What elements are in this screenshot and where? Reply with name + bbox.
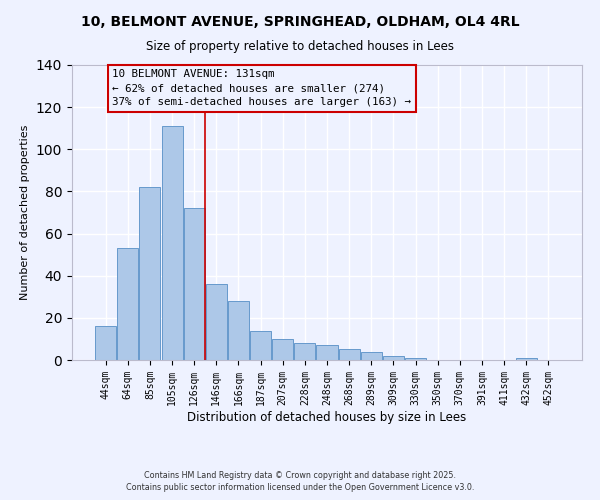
Bar	[206, 284, 227, 360]
Bar	[118, 248, 139, 360]
Bar	[316, 345, 338, 360]
Text: Size of property relative to detached houses in Lees: Size of property relative to detached ho…	[146, 40, 454, 53]
Bar	[361, 352, 382, 360]
Bar	[184, 208, 205, 360]
Bar	[228, 301, 249, 360]
Bar	[272, 339, 293, 360]
Text: Contains HM Land Registry data © Crown copyright and database right 2025.
Contai: Contains HM Land Registry data © Crown c…	[126, 471, 474, 492]
Text: 10 BELMONT AVENUE: 131sqm
← 62% of detached houses are smaller (274)
37% of semi: 10 BELMONT AVENUE: 131sqm ← 62% of detac…	[112, 69, 412, 107]
Bar	[338, 350, 359, 360]
X-axis label: Distribution of detached houses by size in Lees: Distribution of detached houses by size …	[187, 410, 467, 424]
Bar	[139, 187, 160, 360]
Bar	[515, 358, 536, 360]
Bar	[95, 326, 116, 360]
Text: 10, BELMONT AVENUE, SPRINGHEAD, OLDHAM, OL4 4RL: 10, BELMONT AVENUE, SPRINGHEAD, OLDHAM, …	[80, 15, 520, 29]
Y-axis label: Number of detached properties: Number of detached properties	[20, 125, 31, 300]
Bar	[383, 356, 404, 360]
Bar	[405, 358, 426, 360]
Bar	[161, 126, 182, 360]
Bar	[250, 330, 271, 360]
Bar	[295, 343, 316, 360]
